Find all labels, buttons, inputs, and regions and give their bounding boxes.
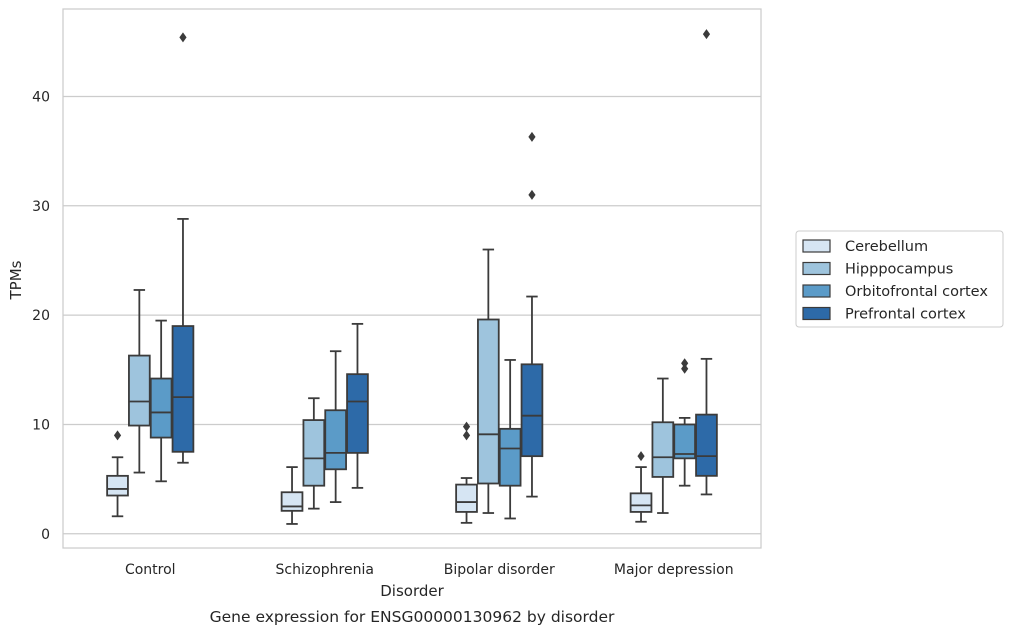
box-iqr xyxy=(324,409,347,471)
box-orbitofrontal-cortex xyxy=(498,359,522,520)
box-iqr xyxy=(346,373,369,454)
box-iqr xyxy=(455,483,478,513)
chart-caption: Gene expression for ENSG00000130962 by d… xyxy=(210,608,615,626)
outlier-point xyxy=(462,421,471,432)
x-tick-label: Schizophrenia xyxy=(276,562,374,578)
outlier-point xyxy=(113,430,122,441)
y-axis-label: TPMs xyxy=(7,260,25,300)
legend-frame xyxy=(795,230,1004,328)
outlier-point xyxy=(528,189,536,200)
box-prefrontal-cortex xyxy=(520,131,544,498)
box-cerebellum xyxy=(106,430,129,518)
x-tick-label: Control xyxy=(125,562,176,578)
box-prefrontal-cortex xyxy=(346,322,369,489)
legend-swatch xyxy=(802,284,831,298)
box-iqr xyxy=(498,427,522,487)
y-axis-ticks: 0 10 20 30 40 xyxy=(32,89,50,542)
box-prefrontal-cortex xyxy=(171,32,195,464)
box-series xyxy=(106,29,718,525)
outlier-point xyxy=(681,363,689,374)
box-cerebellum xyxy=(455,421,478,524)
box-iqr xyxy=(280,491,304,512)
box-iqr xyxy=(149,377,173,439)
x-axis-label: Disorder xyxy=(380,582,444,600)
box-iqr xyxy=(171,325,195,453)
y-tick-label: 10 xyxy=(32,417,50,433)
box-iqr xyxy=(106,474,129,497)
legend-label: Orbitofrontal cortex xyxy=(845,284,988,300)
y-tick-label: 0 xyxy=(41,527,50,543)
legend-swatch xyxy=(802,239,831,253)
outlier-point xyxy=(462,430,471,441)
box-cerebellum xyxy=(280,466,304,525)
box-iqr xyxy=(695,413,718,477)
legend-swatch xyxy=(802,261,831,276)
outlier-point xyxy=(637,451,645,462)
box-iqr xyxy=(629,492,653,513)
box-iqr xyxy=(128,354,151,427)
x-tick-label: Bipolar disorder xyxy=(444,562,555,578)
box-orbitofrontal-cortex xyxy=(149,319,173,483)
box-prefrontal-cortex xyxy=(695,29,718,496)
outlier-point xyxy=(702,29,711,40)
legend-label: Cerebellum xyxy=(845,239,928,255)
plot-frame xyxy=(62,8,762,549)
y-tick-label: 30 xyxy=(32,199,50,215)
box-cerebellum xyxy=(629,451,653,523)
box-hipppocampus xyxy=(651,377,675,514)
legend-swatch xyxy=(802,306,831,321)
box-iqr xyxy=(520,363,544,458)
legend: Cerebellum Hipppocampus Orbitofrontal cort… xyxy=(795,230,1004,328)
x-axis-ticks: Control Schizophrenia Bipolar disorder Majo… xyxy=(125,562,734,578)
box-orbitofrontal-cortex xyxy=(673,358,696,487)
box-iqr xyxy=(477,318,500,485)
box-orbitofrontal-cortex xyxy=(324,350,347,503)
box-hipppocampus xyxy=(302,397,326,510)
box-hipppocampus xyxy=(477,248,500,514)
legend-label: Prefrontal cortex xyxy=(845,307,966,323)
outlier-point xyxy=(179,32,187,43)
y-tick-label: 20 xyxy=(32,308,50,324)
box-iqr xyxy=(673,423,696,460)
outlier-point xyxy=(681,358,689,369)
box-hipppocampus xyxy=(128,289,151,474)
box-iqr xyxy=(651,421,675,478)
y-tick-label: 40 xyxy=(32,89,50,105)
outlier-point xyxy=(528,131,536,142)
box-iqr xyxy=(302,419,326,487)
legend-label: Hipppocampus xyxy=(845,262,953,278)
x-tick-label: Major depression xyxy=(614,562,734,578)
